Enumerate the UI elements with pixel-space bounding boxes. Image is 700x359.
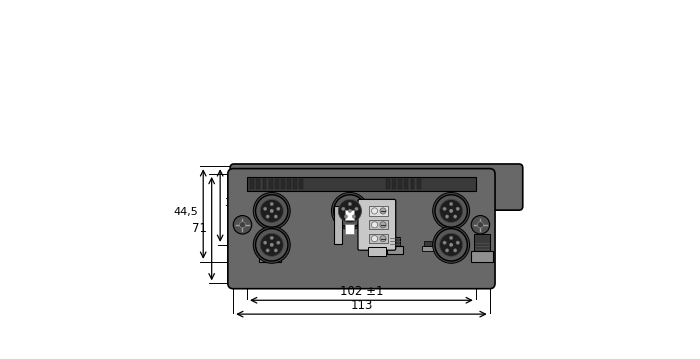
Circle shape	[266, 249, 270, 252]
Circle shape	[256, 195, 288, 227]
Circle shape	[334, 195, 366, 227]
Circle shape	[449, 202, 453, 206]
Bar	[416, 178, 421, 190]
Bar	[369, 220, 388, 229]
Circle shape	[372, 222, 377, 228]
Circle shape	[433, 192, 470, 229]
Circle shape	[263, 241, 267, 244]
Circle shape	[355, 207, 358, 210]
Bar	[269, 178, 272, 190]
Bar	[392, 178, 396, 190]
Text: 71: 71	[192, 222, 207, 235]
FancyBboxPatch shape	[228, 169, 495, 289]
Bar	[247, 177, 476, 191]
Circle shape	[352, 215, 356, 218]
Circle shape	[449, 209, 453, 213]
Circle shape	[372, 236, 377, 242]
Circle shape	[253, 226, 290, 263]
Bar	[262, 178, 266, 190]
Circle shape	[344, 215, 347, 218]
Circle shape	[260, 233, 284, 256]
Circle shape	[433, 226, 470, 263]
Text: 44,5: 44,5	[173, 207, 198, 217]
Bar	[410, 178, 414, 190]
Circle shape	[260, 199, 284, 223]
Circle shape	[380, 236, 386, 242]
Circle shape	[338, 199, 361, 223]
Circle shape	[443, 207, 447, 210]
Bar	[250, 178, 254, 190]
Circle shape	[253, 192, 290, 229]
Bar	[386, 178, 390, 190]
Text: 113: 113	[350, 299, 372, 312]
Bar	[256, 178, 260, 190]
Circle shape	[276, 207, 280, 210]
Circle shape	[263, 207, 267, 210]
Bar	[389, 237, 400, 246]
Circle shape	[233, 215, 252, 234]
Bar	[287, 178, 291, 190]
Circle shape	[372, 208, 377, 214]
Circle shape	[471, 215, 490, 234]
Circle shape	[456, 241, 459, 244]
Circle shape	[440, 245, 447, 252]
Bar	[369, 234, 388, 243]
Bar	[275, 178, 279, 190]
FancyBboxPatch shape	[230, 164, 523, 210]
Circle shape	[454, 215, 457, 218]
Circle shape	[449, 243, 453, 247]
Circle shape	[435, 195, 468, 227]
Bar	[424, 241, 432, 246]
Circle shape	[449, 236, 453, 239]
Bar	[369, 206, 388, 215]
Bar	[335, 206, 342, 244]
Circle shape	[331, 192, 368, 229]
Circle shape	[270, 243, 274, 247]
Circle shape	[270, 209, 274, 213]
FancyBboxPatch shape	[228, 169, 495, 289]
Circle shape	[348, 202, 351, 206]
Text: 32,5: 32,5	[224, 198, 248, 208]
Circle shape	[440, 233, 463, 256]
Circle shape	[477, 222, 484, 228]
Circle shape	[270, 202, 274, 206]
Circle shape	[445, 249, 449, 252]
Circle shape	[443, 241, 447, 244]
Circle shape	[274, 215, 277, 218]
Bar	[260, 251, 281, 262]
Bar	[344, 224, 354, 234]
Circle shape	[239, 222, 246, 228]
Bar	[368, 247, 386, 256]
Bar	[422, 246, 434, 251]
Circle shape	[342, 207, 345, 210]
Circle shape	[380, 222, 386, 228]
FancyBboxPatch shape	[358, 199, 395, 250]
Bar	[344, 210, 354, 220]
Circle shape	[270, 236, 274, 239]
Circle shape	[456, 207, 459, 210]
Bar	[475, 234, 490, 251]
Circle shape	[274, 249, 277, 252]
Circle shape	[256, 229, 288, 261]
Bar	[387, 246, 402, 254]
Bar	[398, 178, 402, 190]
Text: 102 ±1: 102 ±1	[340, 285, 383, 298]
Circle shape	[454, 249, 457, 252]
Bar	[471, 251, 493, 262]
Circle shape	[348, 209, 352, 213]
Circle shape	[380, 208, 386, 214]
Circle shape	[440, 199, 463, 223]
Circle shape	[276, 241, 280, 244]
Circle shape	[266, 215, 270, 218]
Bar	[281, 178, 285, 190]
Bar	[405, 178, 408, 190]
Circle shape	[435, 229, 468, 261]
Bar	[300, 178, 303, 190]
Bar	[293, 178, 298, 190]
Bar	[262, 234, 278, 251]
Circle shape	[445, 215, 449, 218]
